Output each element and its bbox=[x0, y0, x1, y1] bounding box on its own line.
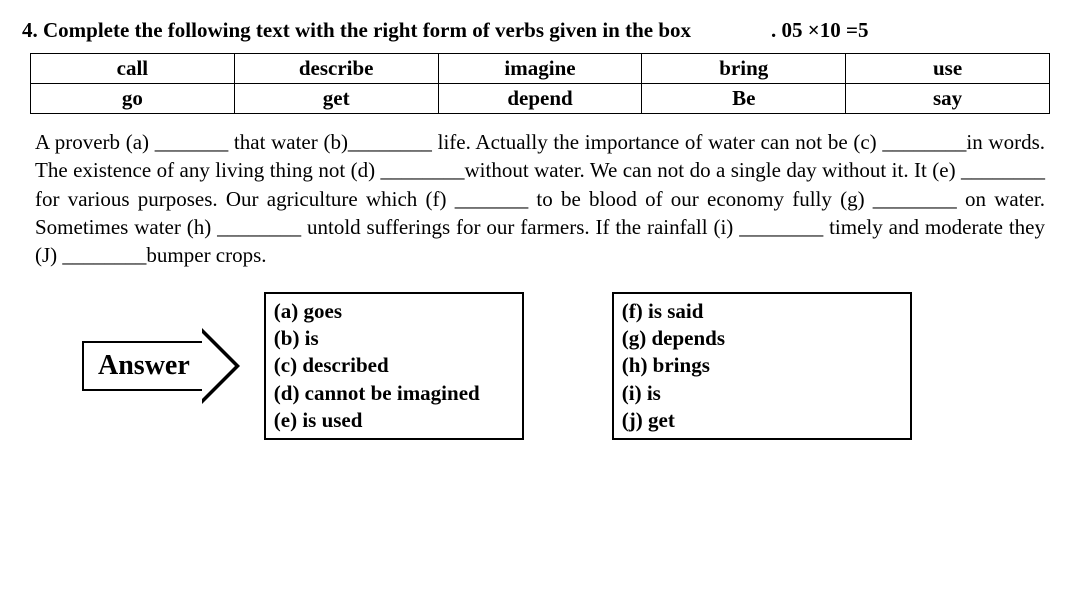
vocab-cell: call bbox=[31, 54, 235, 84]
vocab-cell: bring bbox=[642, 54, 846, 84]
question-score: . 05 ×10 =5 bbox=[771, 18, 868, 43]
answer-item: (h) brings bbox=[622, 352, 900, 379]
vocab-cell: describe bbox=[234, 54, 438, 84]
vocab-cell: go bbox=[31, 84, 235, 114]
question-text: 4. Complete the following text with the … bbox=[22, 18, 691, 43]
answer-item: (j) get bbox=[622, 407, 900, 434]
answer-item: (b) is bbox=[274, 325, 512, 352]
answers-section: Answer (a) goes (b) is (c) described (d)… bbox=[22, 292, 1058, 440]
answers-col-1: (a) goes (b) is (c) described (d) cannot… bbox=[264, 292, 524, 440]
answer-item: (i) is bbox=[622, 380, 900, 407]
answer-item: (a) goes bbox=[274, 298, 512, 325]
vocab-cell: use bbox=[846, 54, 1050, 84]
vocab-table: call describe imagine bring use go get d… bbox=[30, 53, 1050, 114]
vocab-cell: say bbox=[846, 84, 1050, 114]
vocab-cell: get bbox=[234, 84, 438, 114]
answer-arrow: Answer bbox=[82, 341, 204, 391]
answer-label: Answer bbox=[82, 341, 204, 391]
answer-item: (e) is used bbox=[274, 407, 512, 434]
answer-item: (d) cannot be imagined bbox=[274, 380, 512, 407]
answer-item: (c) described bbox=[274, 352, 512, 379]
answers-col-2: (f) is said (g) depends (h) brings (i) i… bbox=[612, 292, 912, 440]
question-instruction: Complete the following text with the rig… bbox=[43, 18, 691, 42]
vocab-cell: imagine bbox=[438, 54, 642, 84]
vocab-cell: Be bbox=[642, 84, 846, 114]
question-heading: 4. Complete the following text with the … bbox=[22, 18, 1058, 43]
passage-text: A proverb (a) _______ that water (b)____… bbox=[35, 128, 1045, 270]
answer-item: (f) is said bbox=[622, 298, 900, 325]
table-row: call describe imagine bring use bbox=[31, 54, 1050, 84]
table-row: go get depend Be say bbox=[31, 84, 1050, 114]
vocab-cell: depend bbox=[438, 84, 642, 114]
question-number: 4. bbox=[22, 18, 38, 42]
answer-item: (g) depends bbox=[622, 325, 900, 352]
